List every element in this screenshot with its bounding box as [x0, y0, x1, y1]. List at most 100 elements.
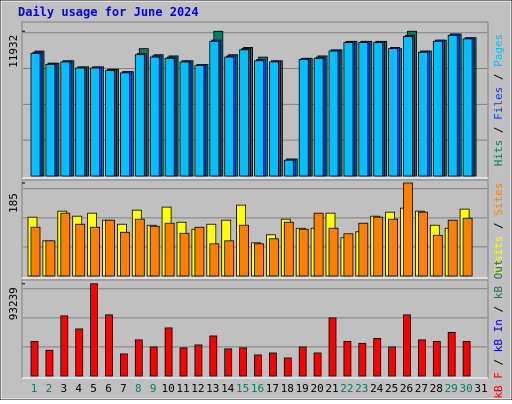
- x-tick-label: 8: [135, 382, 142, 395]
- bar: [224, 240, 235, 277]
- bar: [328, 227, 339, 277]
- bar: [75, 223, 86, 277]
- bar: [75, 67, 86, 177]
- bar: [120, 353, 128, 377]
- bar: [388, 346, 397, 377]
- x-tick-label: 9: [150, 382, 157, 395]
- bar: [105, 70, 115, 177]
- bar: [134, 218, 145, 277]
- bar: [403, 36, 413, 177]
- legend: Visits / Sites: [492, 183, 505, 276]
- bar: [134, 54, 145, 177]
- legend-entry: Visits: [492, 236, 505, 276]
- bar: [224, 348, 233, 377]
- bar: [403, 314, 411, 377]
- x-tick-label: 26: [400, 382, 413, 395]
- x-tick-label: 3: [60, 382, 67, 395]
- x-tick-label: 17: [266, 382, 279, 395]
- bar: [358, 222, 369, 277]
- bar: [373, 216, 384, 277]
- chart-title: Daily usage for June 2024: [18, 5, 199, 19]
- y-tick-label: 11932: [7, 35, 20, 68]
- x-tick-label: 25: [385, 382, 398, 395]
- bar: [254, 354, 262, 377]
- bar: [239, 347, 248, 377]
- bar: [462, 340, 471, 377]
- bar: [149, 225, 160, 277]
- bar: [179, 232, 190, 277]
- legend: Hits / Files / Pages: [492, 34, 505, 167]
- bar: [313, 352, 322, 377]
- bar: [343, 42, 354, 177]
- legend-entry: Files: [492, 87, 505, 120]
- bar: [432, 40, 443, 177]
- bar: [462, 217, 473, 277]
- bar: [447, 34, 458, 177]
- bar: [417, 211, 428, 277]
- x-tick-label: 16: [251, 382, 264, 395]
- bar: [224, 56, 235, 177]
- bar: [105, 314, 113, 377]
- legend-entry: kB F: [492, 372, 505, 399]
- bar: [268, 352, 277, 377]
- bar: [254, 60, 264, 177]
- bar: [75, 328, 84, 377]
- bar: [373, 42, 384, 177]
- x-tick-label: 22: [340, 382, 353, 395]
- bar: [90, 67, 100, 177]
- x-tick-label: 7: [120, 382, 127, 395]
- bar: [447, 331, 456, 377]
- bar: [105, 219, 115, 277]
- bar: [30, 226, 41, 277]
- legend-entry: kB Out: [492, 259, 505, 299]
- x-tick-label: 21: [325, 382, 338, 395]
- legend-separator: /: [492, 352, 505, 372]
- bar: [447, 219, 458, 277]
- x-tick-label: 24: [370, 382, 384, 395]
- bar: [90, 226, 100, 277]
- x-tick-label: 5: [90, 382, 97, 395]
- legend-entry: Pages: [492, 34, 505, 67]
- legend-entry: Hits: [492, 140, 505, 167]
- x-tick-label: 1: [31, 382, 38, 395]
- legend-separator: /: [492, 216, 505, 236]
- bar: [268, 61, 279, 177]
- bar: [432, 234, 443, 277]
- bar: [298, 228, 309, 277]
- bar: [164, 57, 175, 177]
- bar: [343, 340, 352, 377]
- bar: [462, 38, 473, 177]
- legend-separator: /: [492, 120, 505, 140]
- bar: [254, 243, 264, 277]
- bar: [283, 159, 294, 177]
- bar: [432, 340, 441, 377]
- legend-separator: /: [492, 67, 505, 87]
- x-tick-label: 15: [236, 382, 249, 395]
- bar: [283, 357, 292, 377]
- bar: [164, 327, 173, 377]
- x-tick-label: 10: [161, 382, 174, 395]
- x-tick-label: 23: [355, 382, 368, 395]
- bar: [209, 40, 220, 177]
- legend-entry: Sites: [492, 183, 505, 216]
- x-tick-label: 11: [176, 382, 189, 395]
- bar: [403, 182, 413, 277]
- bar: [60, 61, 71, 177]
- bar: [45, 63, 56, 177]
- bar: [313, 212, 324, 277]
- bar: [239, 49, 250, 177]
- bar: [60, 315, 69, 377]
- legend-separator: /: [492, 299, 505, 319]
- bar: [328, 317, 337, 377]
- bar: [45, 349, 54, 377]
- x-tick-label: 28: [430, 382, 443, 395]
- x-tick-label: 18: [281, 382, 294, 395]
- bar: [45, 240, 56, 277]
- bar: [120, 231, 130, 277]
- x-tick-label: 14: [221, 382, 235, 395]
- x-tick-label: 27: [415, 382, 428, 395]
- bar: [268, 238, 279, 277]
- bar: [417, 51, 428, 177]
- bar: [358, 342, 367, 377]
